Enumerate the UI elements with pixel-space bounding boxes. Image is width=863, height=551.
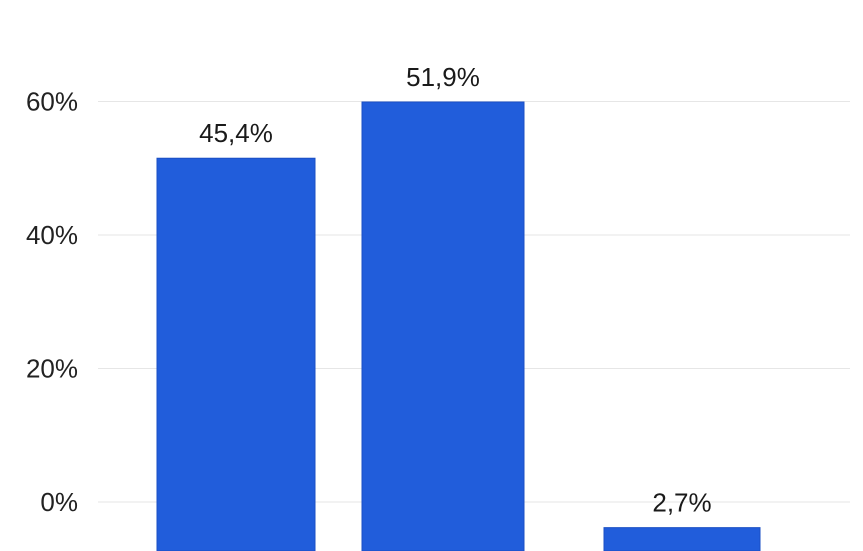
bars	[156, 101, 761, 551]
bar-value-label: 45,4%	[199, 118, 273, 148]
y-tick-label: 20%	[26, 354, 78, 384]
y-axis-ticks: 0% 20% 40% 60%	[26, 87, 78, 518]
bar	[361, 101, 525, 551]
bar	[603, 527, 761, 551]
data-labels: 45,4% 51,9% 2,7%	[199, 62, 712, 518]
y-tick-label: 40%	[26, 220, 78, 250]
bar-value-label: 51,9%	[406, 62, 480, 92]
bar-value-label: 2,7%	[652, 488, 711, 518]
y-tick-label: 0%	[40, 487, 78, 517]
bar	[156, 157, 316, 551]
y-tick-label: 60%	[26, 87, 78, 117]
